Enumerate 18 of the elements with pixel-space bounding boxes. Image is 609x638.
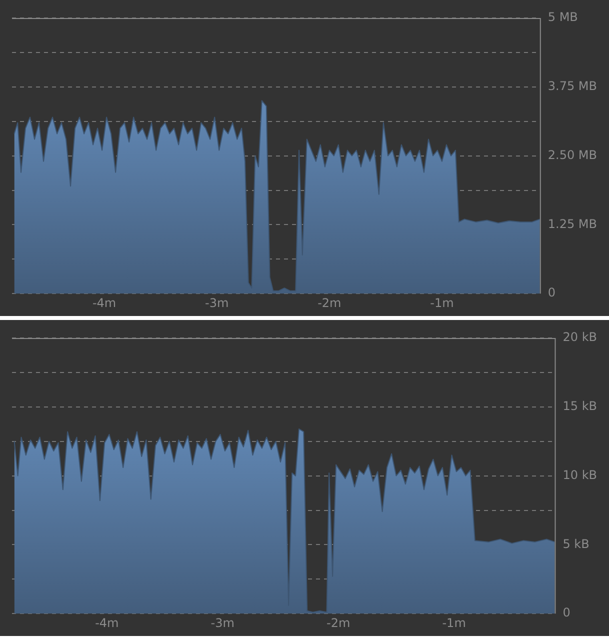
y-tick-label: 0 (562, 606, 570, 620)
y-tick-label: 15 kB (562, 399, 597, 414)
x-tick-label: -3m (210, 616, 234, 630)
y-tick-label: 5 MB (548, 10, 578, 24)
y-tick-label: 1.25 MB (548, 216, 598, 231)
y-tick-label: 20 kB (562, 330, 597, 344)
x-tick-label: -1m (442, 616, 466, 630)
x-tick-label: -1m (430, 296, 454, 310)
x-tick-label: -4m (95, 616, 119, 630)
x-tick-label: -2m (318, 296, 342, 310)
x-tick-label: -2m (326, 616, 350, 630)
x-tick-label: -3m (205, 296, 229, 310)
y-tick-label: 2.50 MB (548, 148, 598, 162)
x-tick-label: -4m (92, 296, 116, 310)
y-tick-label: 10 kB (562, 468, 597, 482)
y-tick-label: 0 (548, 286, 556, 300)
y-tick-label: 3.75 MB (548, 79, 598, 94)
y-tick-label: 5 kB (562, 536, 590, 551)
